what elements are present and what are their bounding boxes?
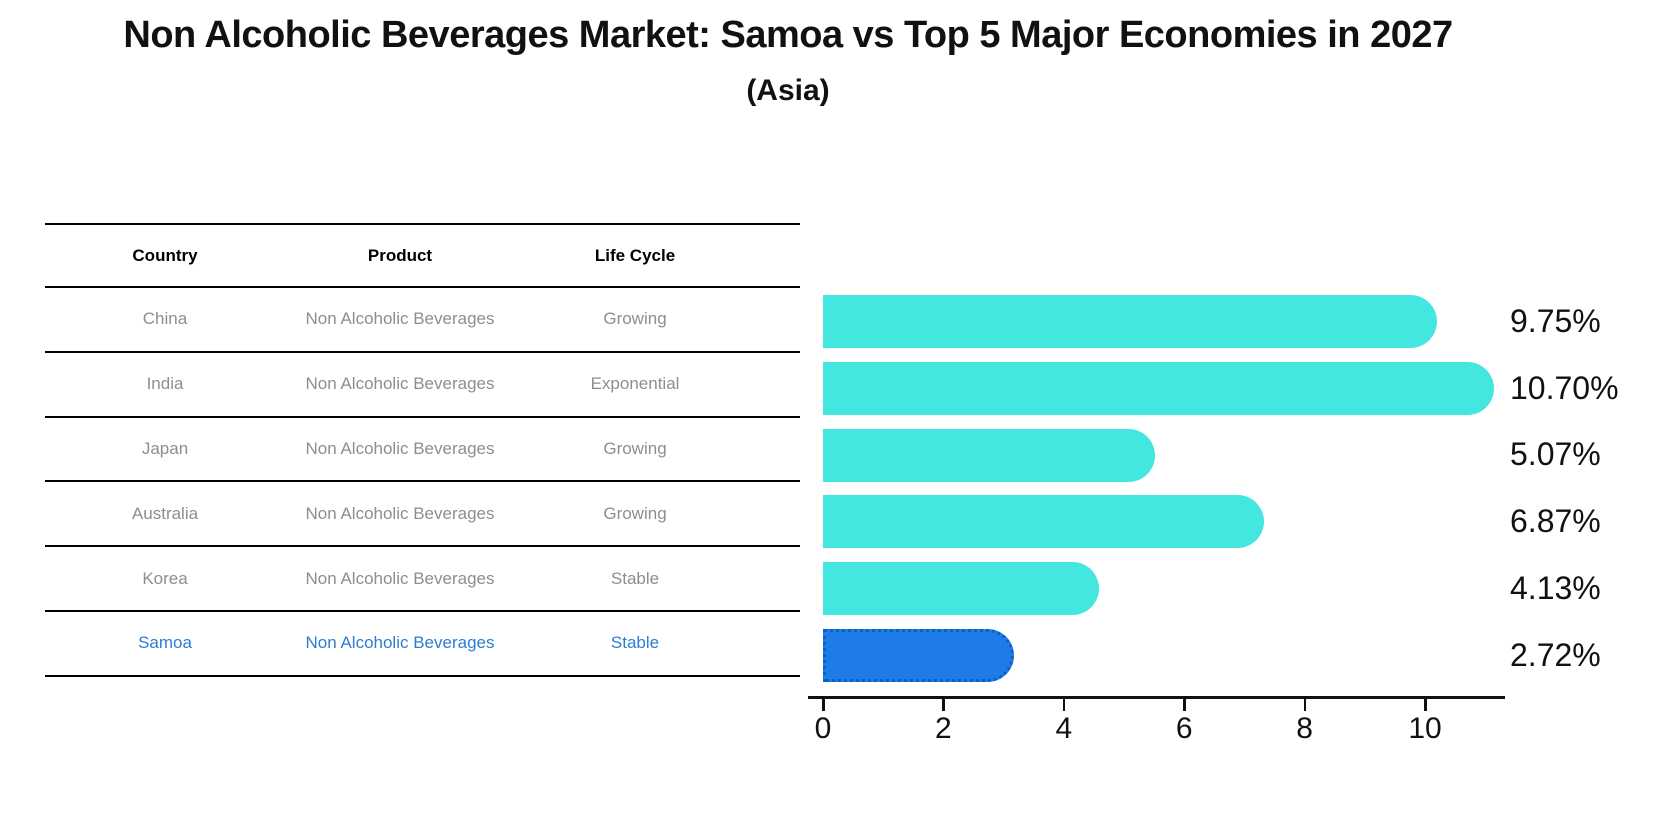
table-row-japan: Japan Non Alcoholic Beverages Growing bbox=[45, 418, 800, 483]
table-row-korea: Korea Non Alcoholic Beverages Stable bbox=[45, 547, 800, 612]
bar-korea bbox=[823, 562, 1099, 616]
table-row-australia: Australia Non Alcoholic Beverages Growing bbox=[45, 482, 800, 548]
table-cell-country: Samoa bbox=[138, 633, 192, 653]
table-cell-life-cycle: Stable bbox=[610, 568, 660, 588]
table-cell-country: Australia bbox=[131, 503, 199, 523]
table-cell-product: Non Alcoholic Beverages bbox=[305, 309, 495, 329]
bar-japan bbox=[823, 428, 1156, 482]
bar-china bbox=[823, 295, 1437, 348]
table-cell-life-cycle: Growing bbox=[603, 503, 667, 523]
bar-samoa bbox=[823, 628, 1014, 682]
table-header-life-cycle: Life Cycle bbox=[594, 245, 676, 265]
table-cell-country: India bbox=[146, 374, 184, 394]
chart-title: Non Alcoholic Beverages Market: Samoa vs… bbox=[123, 14, 1453, 56]
bar-row-korea: 4.13% bbox=[823, 555, 1677, 622]
bar-value-label: 10.70% bbox=[1510, 369, 1619, 406]
x-tick-label: 0 bbox=[814, 712, 832, 745]
table-cell-life-cycle: Exponential bbox=[590, 374, 680, 394]
bar-value-label: 2.72% bbox=[1510, 636, 1601, 673]
x-tick-label: 8 bbox=[1296, 712, 1313, 745]
x-tick-label: 10 bbox=[1408, 712, 1442, 745]
bar-value-label: 6.87% bbox=[1510, 503, 1601, 540]
table-cell-product: Non Alcoholic Beverages bbox=[305, 438, 495, 458]
bar-australia bbox=[823, 495, 1264, 549]
x-tick-label: 6 bbox=[1175, 712, 1193, 745]
bar-value-label: 9.75% bbox=[1510, 302, 1601, 339]
table-header-country: Country bbox=[132, 245, 198, 265]
table-cell-product: Non Alcoholic Beverages bbox=[305, 503, 495, 523]
bar-rows: 9.75% 10.70% 5.07% 6.87% 4.13% 2.72% bbox=[823, 288, 1677, 689]
table-cell-product: Non Alcoholic Beverages bbox=[305, 374, 495, 394]
x-tick bbox=[1062, 697, 1066, 711]
bar-value-label: 4.13% bbox=[1510, 570, 1601, 607]
table-body: China Non Alcoholic Beverages Growing India… bbox=[45, 288, 800, 677]
table-header-product: Product bbox=[367, 245, 433, 265]
bar-value-label: 5.07% bbox=[1510, 436, 1601, 473]
bar-row-australia: 6.87% bbox=[823, 488, 1677, 555]
bar-row-japan: 5.07% bbox=[823, 422, 1677, 489]
bar-row-china: 9.75% bbox=[823, 288, 1677, 355]
table-cell-country: Korea bbox=[142, 568, 188, 588]
bar-row-samoa: 2.72% bbox=[823, 622, 1677, 689]
table-header-row: Country Product Life Cycle bbox=[45, 225, 800, 288]
x-tick bbox=[1303, 697, 1307, 711]
x-tick bbox=[1183, 697, 1186, 711]
x-tick bbox=[942, 697, 945, 711]
table-cell-life-cycle: Growing bbox=[603, 438, 667, 458]
bar-india bbox=[823, 361, 1495, 415]
x-tick-label: 2 bbox=[935, 712, 952, 745]
x-axis-line bbox=[808, 696, 1505, 699]
table-row-china: China Non Alcoholic Beverages Growing bbox=[45, 288, 800, 353]
bar-row-india: 10.70% bbox=[823, 355, 1677, 422]
table-cell-life-cycle: Growing bbox=[603, 309, 667, 329]
table-cell-country: Japan bbox=[141, 438, 189, 458]
data-table: Country Product Life Cycle China Non Alco… bbox=[45, 223, 800, 677]
table-row-samoa: Samoa Non Alcoholic Beverages Stable bbox=[45, 612, 800, 677]
x-tick-label: 4 bbox=[1055, 712, 1073, 745]
table-cell-country: China bbox=[142, 309, 188, 329]
chart-subtitle: (Asia) bbox=[746, 74, 830, 107]
table-cell-product: Non Alcoholic Beverages bbox=[305, 633, 495, 653]
table-cell-life-cycle: Stable bbox=[610, 633, 660, 653]
table-cell-product: Non Alcoholic Beverages bbox=[305, 568, 495, 588]
x-tick bbox=[822, 697, 825, 711]
x-tick bbox=[1424, 697, 1427, 711]
x-axis: 0 2 4 6 8 10 bbox=[808, 696, 1505, 746]
table-row-india: India Non Alcoholic Beverages Exponential bbox=[45, 353, 800, 418]
